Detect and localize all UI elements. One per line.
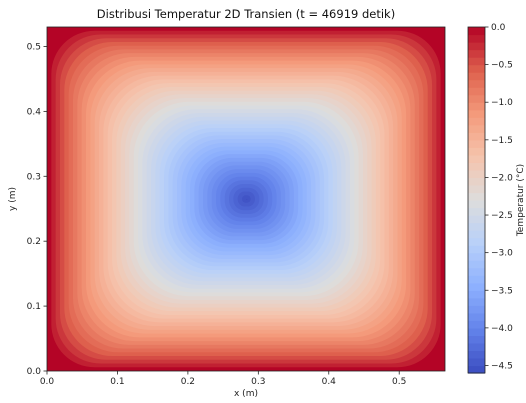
colorbar-band [468, 177, 485, 186]
colorbar-tick-label: −3.5 [491, 286, 513, 296]
colorbar-band [468, 215, 485, 224]
colorbar-tick-label: −4.5 [491, 361, 513, 371]
x-tick-label: 0.2 [181, 377, 195, 387]
colorbar-band [468, 305, 485, 314]
colorbar-band [468, 184, 485, 194]
colorbar-band [468, 260, 485, 269]
colorbar-band [468, 162, 485, 171]
colorbar-band [468, 64, 485, 73]
colorbar-band [468, 350, 485, 359]
x-tick-label: 0.4 [322, 377, 337, 387]
contour-level [242, 195, 251, 203]
y-axis-label: y (m) [8, 187, 18, 211]
colorbar-band [468, 169, 485, 179]
colorbar-band [468, 357, 485, 367]
colorbar-band [468, 49, 485, 58]
colorbar-band [468, 124, 485, 133]
x-tick-label: 0.3 [251, 377, 265, 387]
colorbar-band [468, 237, 485, 246]
colorbar-tick-label: −2.5 [491, 211, 513, 221]
colorbar-band [468, 79, 485, 88]
colorbar-frame [467, 26, 486, 374]
x-tick-label: 0.5 [392, 377, 406, 387]
colorbar: 0.0−0.5−1.0−1.5−2.0−2.5−3.0−3.5−4.0−4.5 … [467, 23, 526, 374]
contour-level [246, 199, 248, 200]
colorbar-band [468, 102, 485, 111]
colorbar-band [468, 282, 485, 291]
colorbar-band [468, 147, 485, 156]
colorbar-tick-label: −2.0 [491, 173, 513, 183]
plot-area [46, 26, 446, 372]
colorbar-band [468, 34, 485, 43]
y-tick-label: 0.3 [27, 172, 41, 182]
x-axis-label: x (m) [234, 389, 258, 399]
chart-title: Distribusi Temperatur 2D Transien (t = 4… [97, 7, 395, 21]
colorbar-band [468, 27, 485, 36]
x-tick-label: 0.1 [110, 377, 124, 387]
colorbar-band [468, 252, 485, 261]
colorbar-band [468, 200, 485, 209]
colorbar-band [468, 327, 485, 336]
y-tick-label: 0.0 [27, 367, 42, 377]
colorbar-tick-label: −4.0 [491, 324, 513, 334]
x-axis: 0.0 0.1 0.2 0.3 0.4 0.5 x (m) [40, 371, 406, 399]
plot-frame [46, 26, 446, 372]
colorbar-band [468, 57, 485, 66]
colorbar-band [468, 320, 485, 329]
x-tick-label: 0.0 [40, 377, 55, 387]
colorbar-band [468, 222, 485, 231]
y-tick-label: 0.2 [27, 237, 41, 247]
colorbar-band [468, 335, 485, 344]
colorbar-band [468, 109, 485, 118]
colorbar-band [468, 139, 485, 148]
y-tick-label: 0.5 [27, 42, 41, 52]
colorbar-band [468, 72, 485, 81]
colorbar-band [468, 290, 485, 299]
colorbar-band [468, 132, 485, 141]
colorbar-band [468, 42, 485, 51]
colorbar-band [468, 154, 485, 163]
colorbar-band [468, 342, 485, 352]
colorbar-band [468, 207, 485, 216]
colorbar-band [468, 365, 485, 374]
colorbar-band [468, 297, 485, 306]
colorbar-label: Temperatur (°C) [516, 164, 526, 237]
colorbar-band [468, 275, 485, 284]
contour-field [47, 27, 445, 371]
colorbar-tick-label: 0.0 [491, 23, 506, 33]
colorbar-band [468, 267, 485, 276]
colorbar-tick-label: −0.5 [491, 61, 513, 71]
y-tick-label: 0.4 [27, 107, 42, 117]
colorbar-band [468, 245, 485, 254]
colorbar-band [468, 192, 485, 201]
colorbar-band [468, 94, 485, 103]
y-axis: 0.0 0.1 0.2 0.3 0.4 0.5 y (m) [8, 42, 47, 377]
colorbar-tick-label: −1.0 [491, 98, 513, 108]
colorbar-gradient [468, 27, 485, 374]
colorbar-tick-label: −1.5 [491, 136, 513, 146]
colorbar-band [468, 312, 485, 321]
colorbar-band [468, 117, 485, 126]
colorbar-band [468, 87, 485, 96]
y-tick-label: 0.1 [27, 302, 41, 312]
colorbar-band [468, 230, 485, 239]
colorbar-tick-label: −3.0 [491, 249, 513, 259]
